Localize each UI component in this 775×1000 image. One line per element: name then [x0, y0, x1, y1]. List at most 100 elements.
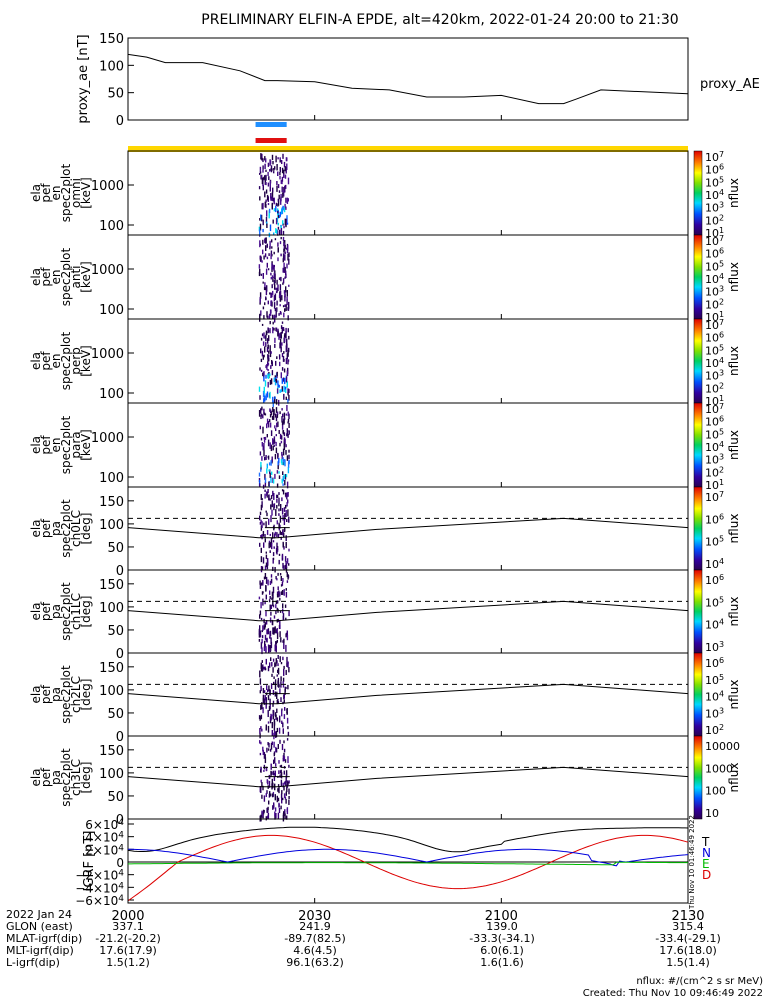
spectrum-pixel [283, 248, 286, 252]
energy-cb-tick: 104 [705, 440, 724, 454]
spectrum-pixel [273, 752, 275, 757]
spectrum-pixel [260, 408, 262, 414]
pa-tick-label: 100 [99, 518, 124, 533]
spectrum-pixel [268, 800, 270, 805]
spectrum-pixel [278, 497, 280, 505]
spectrum-pixel [271, 293, 273, 298]
spectrum-pixel [279, 342, 281, 349]
energy-cb-tick: 105 [705, 175, 724, 189]
spectrum-pixel [275, 731, 277, 738]
spectrum-pixel [282, 813, 285, 817]
spectrum-pixel [281, 342, 283, 346]
units-note: nflux: #/(cm^2 s sr MeV) [636, 976, 763, 987]
spectrum-pixel [277, 198, 280, 202]
spectrum-pixel [274, 238, 277, 241]
spectrum-pixel [285, 396, 287, 400]
spectrum-pixel [276, 217, 279, 223]
spectrum-pixel [262, 239, 264, 245]
pa-colorbar-2 [693, 652, 703, 737]
spectrum-pixel [287, 411, 289, 417]
pa-colorbar-1 [693, 569, 703, 654]
spectrum-pixel [283, 474, 285, 480]
pa-curve [127, 517, 689, 539]
spectrum-pixel [280, 681, 282, 688]
spectrum-pixel [284, 333, 286, 339]
footer-row-value: 17.6(18.0) [659, 944, 717, 957]
spectrum-pixel [276, 593, 279, 598]
spectrum-pixel [285, 197, 287, 203]
energy-panel-label: pef [39, 351, 53, 371]
spectrum-pixel [283, 242, 285, 249]
spectrum-pixel [285, 357, 288, 365]
spectrum-pixel [264, 436, 267, 440]
energy-panel-label: spec2plot [59, 415, 73, 474]
spectrum-pixel [277, 586, 279, 591]
spectrum-pixel [272, 412, 275, 419]
spectrum-pixel [279, 411, 281, 415]
spectrum-pixel [258, 186, 261, 190]
spectrum-pixel [265, 237, 267, 244]
spectrum-pixel [260, 535, 262, 538]
spectrum-pixel [277, 788, 279, 792]
pa-tick-label: 100 [99, 767, 124, 782]
spectrum-pixel [272, 586, 275, 594]
spectrum-pixel [276, 591, 279, 595]
spectrum-pixel [264, 625, 266, 630]
spectrum-pixel [262, 273, 264, 279]
spectrum-pixel [281, 367, 284, 371]
spectrum-pixel [260, 415, 262, 420]
spectrum-pixel [265, 585, 267, 592]
spectrum-pixel [260, 685, 262, 692]
spectrum-pixel [278, 214, 281, 219]
spectrum-pixel [260, 556, 263, 563]
spectrum-pixel [269, 469, 271, 474]
spectrum-pixel [276, 388, 279, 394]
spectrum-pixel [269, 645, 271, 649]
spectrum-pixel [274, 284, 276, 290]
spectrum-pixel [274, 811, 276, 817]
spectrum-pixel [270, 193, 272, 199]
pa-cb-tick: 103 [705, 706, 724, 720]
spectrum-pixel [267, 162, 270, 167]
spectrum-pixel [269, 408, 271, 412]
spectrum-pixel [285, 686, 287, 689]
spectrum-pixel [270, 641, 273, 649]
spectrum-pixel [282, 237, 285, 242]
spectrum-pixel [259, 296, 261, 303]
spectrum-pixel [266, 815, 269, 820]
spectrum-pixel [286, 572, 288, 578]
spectrum-pixel [270, 793, 272, 797]
spectrum-pixel [264, 668, 267, 671]
spectrum-pixel [274, 396, 276, 403]
spectrum-pixel [282, 153, 284, 159]
spectrum-pixel [262, 341, 265, 346]
spectrum-pixel [265, 816, 267, 821]
spectrum-pixel [269, 596, 271, 600]
spectrum-pixel [283, 225, 285, 229]
spectrum-pixel [279, 770, 282, 774]
spectrum-pixel [259, 728, 261, 734]
spectrum-pixel [285, 798, 287, 804]
spectrum-pixel [270, 292, 272, 298]
spectrum-pixel [284, 304, 286, 307]
spectrum-pixel [287, 661, 289, 665]
spectrum-pixel [283, 290, 286, 294]
spectrum-pixel [269, 791, 271, 797]
spectrum-pixel [264, 473, 266, 480]
spectrum-pixel [261, 174, 263, 180]
spectrum-pixel [272, 478, 275, 484]
energy-cb-tick: 103 [705, 285, 724, 299]
spectrum-pixel [284, 604, 287, 608]
spectrum-pixel [280, 576, 282, 582]
spectrum-pixel [263, 522, 265, 526]
spectrum-pixel [282, 305, 285, 308]
spectrum-pixel [262, 184, 264, 191]
spectrum-pixel [263, 795, 266, 802]
spectrum-pixel [284, 174, 287, 179]
spectrum-pixel [273, 280, 276, 286]
spectrum-pixel [275, 155, 277, 163]
spectrum-pixel [265, 174, 267, 181]
spectrum-pixel [265, 288, 268, 296]
spectrum-pixel [273, 493, 275, 500]
footer-row-value: 337.1 [112, 920, 144, 933]
